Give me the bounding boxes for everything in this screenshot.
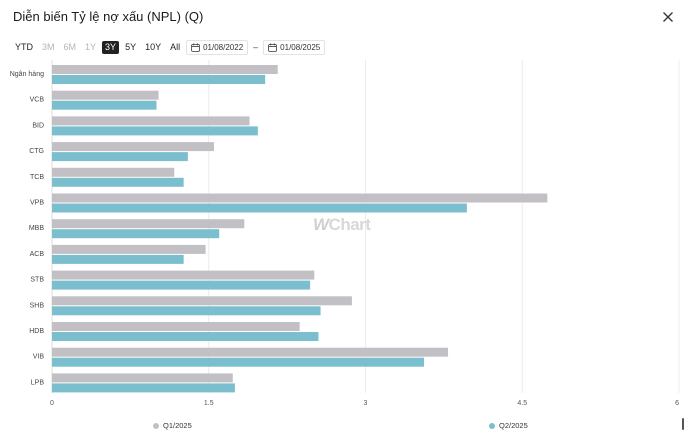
y-category-label: VPB (30, 200, 44, 207)
range-5y-button[interactable]: 5Y (125, 41, 137, 52)
legend-dot-q1 (153, 422, 159, 429)
date-from-value: 01/08/2022 (203, 42, 244, 52)
date-separator: – (253, 42, 259, 52)
y-category-label: BID (32, 122, 44, 129)
range-10y-button[interactable]: 10Y (145, 41, 162, 52)
calendar-icon (268, 42, 277, 52)
legend-item-q1[interactable]: Q1/2025 (153, 421, 192, 430)
y-category-label: VIB (33, 354, 45, 361)
range-3y-button[interactable]: 3Y (102, 40, 120, 54)
bar-q12025-vpb (52, 193, 548, 203)
date-to-field[interactable]: 01/08/2025 (263, 39, 326, 55)
y-category-label: Ngân hàng (10, 71, 44, 78)
legend-dot-q2 (489, 422, 495, 429)
x-tick-label: 1.5 (204, 400, 214, 407)
date-range-toolbar: YTD 3M 6M 1Y 3Y 5Y 10Y All 01/08/2022 – … (12, 39, 326, 55)
y-category-label: STB (30, 277, 44, 284)
bar-q12025-acb (52, 244, 206, 254)
bar-q22025-bid (52, 126, 258, 136)
range-3m-button[interactable]: 3M (42, 41, 55, 52)
bar-q22025-tcb (52, 177, 184, 187)
close-icon[interactable] (660, 9, 676, 25)
chart-canvas: 0 1.5 3 4.5 6 Ngân hàng VCB BID CTG TCB VPB MBB ACB S… (10, 60, 680, 407)
x-tick-label: 3 (364, 400, 368, 407)
bar-q22025-ctg (52, 152, 188, 162)
y-category-label: SHB (30, 302, 45, 309)
bar-q12025-hdb (52, 322, 300, 331)
bar-q22025-vib (52, 357, 425, 367)
y-category-label: ACB (30, 251, 45, 258)
y-category-label: CTG (29, 148, 44, 155)
bar-q22025-lpb (52, 383, 235, 393)
bar-q12025-bid (52, 116, 250, 126)
calendar-icon (191, 42, 200, 52)
bar-q22025-acb (52, 254, 184, 264)
modal-title: Diễn biến Tỷ lệ nợ xấu (NPL) (Q) (13, 9, 204, 24)
legend-item-q2[interactable]: Q2/2025 (489, 421, 528, 430)
legend-label-q1: Q1/2025 (163, 421, 192, 430)
bar-q22025-shb (52, 306, 321, 316)
npl-bar-chart: 0 1.5 3 4.5 6 Ngân hàng VCB BID CTG TCB VPB MBB ACB S… (0, 58, 690, 439)
x-tick-label: 0 (50, 400, 54, 407)
bar-q22025-stb (52, 280, 311, 290)
bar-q12025-ngnhng (52, 65, 278, 74)
range-6m-button[interactable]: 6M (63, 41, 77, 52)
y-category-label: LPB (31, 379, 45, 386)
bar-q22025-ngnhng (52, 75, 266, 84)
y-category-label: TCB (30, 174, 44, 181)
range-all-button[interactable]: All (170, 41, 181, 52)
date-to-value: 01/08/2025 (280, 42, 321, 52)
bar-q22025-vpb (52, 203, 467, 213)
bar-q12025-mbb (52, 219, 245, 229)
y-category-label: VCB (30, 97, 45, 104)
bar-q12025-shb (52, 296, 352, 306)
bar-q12025-lpb (52, 373, 233, 383)
range-1y-button[interactable]: 1Y (85, 41, 97, 52)
bar-q22025-hdb (52, 332, 319, 341)
bar-q12025-ctg (52, 142, 214, 152)
range-ytd-button[interactable]: YTD (15, 41, 33, 52)
legend-label-q2: Q2/2025 (499, 421, 528, 430)
x-tick-label: 6 (675, 400, 679, 407)
bar-q22025-vcb (52, 100, 157, 110)
wichart-watermark: WChart (313, 215, 371, 234)
bar-q12025-vib (52, 347, 449, 357)
bar-q12025-tcb (52, 167, 175, 177)
x-tick-label: 4.5 (517, 400, 527, 407)
y-category-label: MBB (29, 225, 45, 232)
scrollbar-thumb[interactable] (682, 418, 684, 430)
y-category-label: HDB (29, 328, 44, 335)
bar-q22025-mbb (52, 229, 220, 239)
bar-q12025-vcb (52, 90, 159, 100)
bar-q12025-stb (52, 270, 315, 280)
date-from-field[interactable]: 01/08/2022 (186, 39, 249, 55)
